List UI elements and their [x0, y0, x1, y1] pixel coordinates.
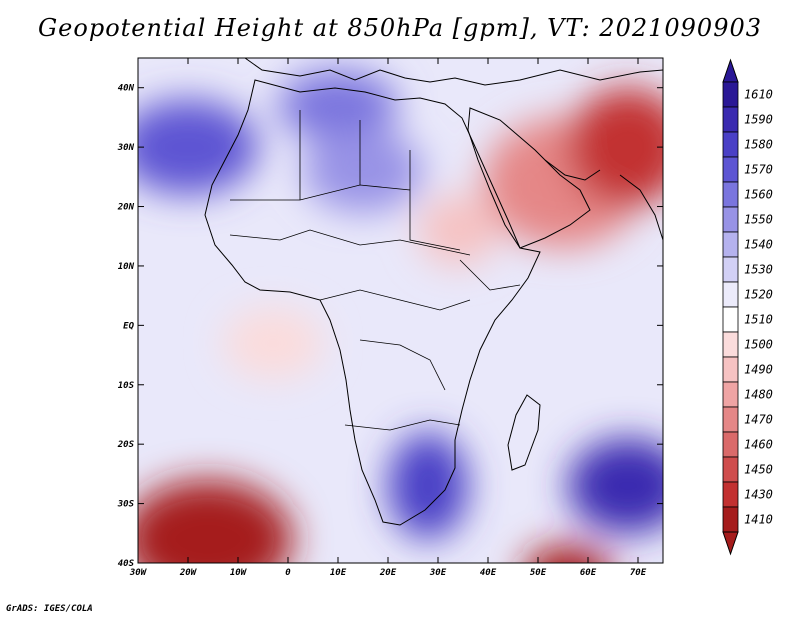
colorbar: 1610 1590 1580 1570 1560 1550 1540 1530 1520 1510… — [722, 58, 773, 556]
colorbar-label: 1460 — [744, 438, 773, 452]
border-nile — [299, 110, 411, 200]
colorbar-swatch — [722, 506, 739, 533]
colorbar-label: 1430 — [744, 488, 773, 502]
colorbar-swatch — [722, 181, 739, 208]
field-south-atlantic-low — [138, 479, 293, 563]
colorbar-swatch — [722, 481, 739, 508]
border-central — [319, 289, 471, 311]
country-borders — [229, 110, 521, 431]
border-south — [344, 419, 461, 431]
colorbar-label: 1550 — [744, 213, 773, 227]
colorbar-swatch — [722, 206, 739, 233]
lat-tick-label: 40N — [118, 84, 135, 94]
colorbar-label: 1490 — [744, 363, 773, 377]
field-sahara-ridge — [303, 129, 423, 213]
longitude-axis: 30W 20W 10W 0 10E 20E 30E 40E 50E 60E 70E — [129, 58, 647, 578]
lat-tick-label: 30N — [117, 143, 135, 153]
field-mediterranean-high — [278, 69, 398, 142]
border-sahara — [230, 184, 461, 251]
colorbar-swatch — [722, 456, 739, 483]
colorbar-label: 1450 — [744, 463, 773, 477]
colorbar-swatch — [722, 81, 739, 108]
colorbar-label: 1470 — [744, 413, 773, 427]
europe-coastline — [244, 58, 663, 86]
colorbar-label: 1500 — [744, 338, 773, 352]
border-sahel — [229, 229, 471, 256]
madagascar-coastline — [507, 394, 541, 471]
colorbar-swatch — [722, 281, 739, 308]
field-mascarene-high — [568, 438, 663, 534]
colorbar-label: 1480 — [744, 388, 773, 402]
colorbar-label: 1580 — [744, 138, 773, 152]
colorbar-label: 1520 — [744, 288, 773, 302]
map-plot-area — [138, 58, 663, 563]
arabia-coastline — [467, 107, 591, 249]
lat-tick-label: 40S — [118, 559, 135, 569]
africa-coastline — [204, 79, 541, 526]
coastlines — [204, 58, 663, 526]
colorbar-swatch — [722, 106, 739, 133]
colorbar-swatch — [722, 381, 739, 408]
border-congo — [359, 339, 446, 391]
colorbar-label: 1570 — [744, 163, 773, 177]
lat-tick-label: 20S — [117, 440, 135, 450]
map-title: Geopotential Height at 850hPa [gpm], VT:… — [38, 14, 762, 42]
colorbar-swatch — [722, 431, 739, 458]
lon-tick-label: 20W — [179, 568, 198, 578]
colorbar-label: 1590 — [744, 113, 773, 127]
lon-tick-label: 70E — [630, 568, 647, 578]
field-iran-heat-low — [568, 87, 663, 207]
persian-gulf — [544, 159, 601, 181]
lon-tick-label: 40E — [480, 568, 497, 578]
lon-tick-label: 30W — [129, 568, 148, 578]
map-frame — [137, 57, 664, 564]
lat-tick-label: 30S — [117, 500, 135, 510]
colorbar-label: 1530 — [744, 263, 773, 277]
colorbar-swatch — [722, 306, 739, 333]
colorbar-swatch — [722, 231, 739, 258]
lon-tick-label: 30E — [429, 568, 447, 578]
lon-tick-label: 50E — [530, 568, 547, 578]
height-field — [138, 69, 663, 563]
colorbar-label: 1510 — [744, 313, 773, 327]
colorbar-swatch — [722, 131, 739, 158]
india-coastline — [619, 174, 663, 241]
field-east-africa-low — [418, 194, 498, 266]
grads-credit: GrADS: IGES/COLA — [6, 604, 93, 614]
field-southern-africa-high — [388, 432, 468, 540]
colorbar-swatch — [722, 406, 739, 433]
lon-tick-label: 20E — [379, 568, 397, 578]
lon-tick-label: 60E — [580, 568, 597, 578]
lon-tick-label: 10E — [330, 568, 347, 578]
colorbar-swatch — [722, 256, 739, 283]
field-equatorial-atlantic-low — [223, 307, 323, 379]
lon-tick-label: 10W — [230, 568, 248, 578]
colorbar-label: 1610 — [744, 88, 773, 102]
latitude-axis: 40N 30N 20N 10N EQ 10S 20S 30S 40S — [117, 84, 663, 569]
lon-tick-label: 0 — [285, 568, 291, 578]
field-subtropical-high-north-atlantic — [138, 99, 258, 195]
lat-tick-label: 20N — [117, 203, 135, 213]
field-indian-ocean-low — [526, 545, 610, 563]
colorbar-label: 1540 — [744, 238, 773, 252]
lat-tick-label: 10N — [118, 262, 135, 272]
colorbar-label: 1560 — [744, 188, 773, 202]
colorbar-bottom-arrow — [722, 531, 739, 556]
colorbar-top-arrow — [722, 58, 739, 83]
colorbar-swatch — [722, 156, 739, 183]
lat-tick-label: 10S — [118, 381, 135, 391]
lat-tick-label: EQ — [123, 321, 134, 331]
colorbar-label: 1410 — [744, 513, 773, 527]
colorbar-swatch — [722, 331, 739, 358]
colorbar-swatch — [722, 356, 739, 383]
border-east — [459, 259, 521, 291]
